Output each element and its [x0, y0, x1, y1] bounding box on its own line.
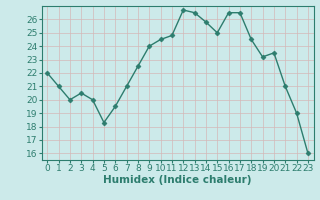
- X-axis label: Humidex (Indice chaleur): Humidex (Indice chaleur): [103, 175, 252, 185]
